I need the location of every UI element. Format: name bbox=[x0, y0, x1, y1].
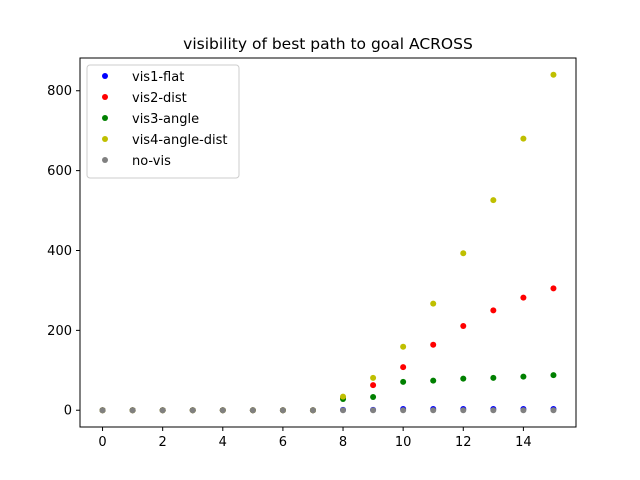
legend-item: vis2-dist bbox=[102, 91, 187, 106]
y-tick-label: 600 bbox=[47, 164, 72, 179]
data-point bbox=[400, 378, 407, 385]
axes: 0 2 4 6 8 10 12 14 0 200 400 600 800 bbox=[47, 57, 577, 450]
data-point bbox=[550, 71, 557, 78]
x-tick-label: 4 bbox=[219, 435, 227, 450]
series-no-vis bbox=[99, 407, 557, 414]
data-point bbox=[430, 300, 437, 307]
data-point bbox=[460, 250, 467, 257]
data-point bbox=[370, 394, 377, 401]
legend-item: vis1-flat bbox=[102, 70, 184, 85]
y-tick-label: 800 bbox=[47, 84, 72, 99]
data-point bbox=[430, 341, 437, 348]
data-point bbox=[490, 197, 497, 204]
chart-title: visibility of best path to goal ACROSS bbox=[183, 35, 473, 53]
data-point bbox=[520, 407, 527, 414]
legend-label: vis4-angle-dist bbox=[132, 133, 228, 148]
x-tick-label: 14 bbox=[515, 435, 532, 450]
data-point bbox=[550, 407, 557, 414]
x-tick-label: 8 bbox=[339, 435, 347, 450]
y-tick-label: 200 bbox=[47, 324, 72, 339]
legend-box bbox=[86, 64, 240, 179]
data-point bbox=[370, 407, 377, 414]
data-point bbox=[99, 407, 106, 414]
y-tick-label: 400 bbox=[47, 244, 72, 259]
legend-item: no-vis bbox=[102, 154, 171, 169]
data-point bbox=[189, 407, 196, 414]
data-point bbox=[550, 372, 557, 379]
data-point bbox=[520, 373, 527, 380]
legend-item: vis4-angle-dist bbox=[102, 133, 228, 148]
legend-item: vis3-angle bbox=[102, 112, 199, 127]
y-tick-label: 0 bbox=[64, 404, 72, 419]
legend-label: vis2-dist bbox=[132, 91, 187, 106]
data-point bbox=[460, 322, 467, 329]
data-point bbox=[520, 135, 527, 142]
data-point bbox=[370, 382, 377, 389]
data-point bbox=[159, 407, 166, 414]
data-point bbox=[219, 407, 226, 414]
x-tick-label: 6 bbox=[279, 435, 287, 450]
axes-frame bbox=[79, 57, 577, 428]
data-point bbox=[490, 407, 497, 414]
data-point bbox=[400, 343, 407, 350]
x-tick-label: 0 bbox=[98, 435, 106, 450]
data-point bbox=[520, 294, 527, 301]
data-points bbox=[99, 71, 557, 414]
data-point bbox=[340, 393, 347, 400]
data-point bbox=[279, 407, 286, 414]
legend-marker bbox=[102, 73, 108, 79]
legend-marker bbox=[102, 136, 108, 142]
x-tick-label: 2 bbox=[159, 435, 167, 450]
legend: vis1-flat vis2-dist vis3-angle vis4-angle-d… bbox=[86, 64, 240, 179]
x-tick-label: 10 bbox=[395, 435, 412, 450]
data-point bbox=[370, 374, 377, 381]
legend-marker bbox=[102, 94, 108, 100]
data-point bbox=[550, 285, 557, 292]
legend-label: vis1-flat bbox=[132, 70, 184, 85]
data-point bbox=[460, 407, 467, 414]
legend-label: vis3-angle bbox=[132, 112, 199, 127]
data-point bbox=[430, 377, 437, 384]
data-point bbox=[400, 407, 407, 414]
x-tick-label: 12 bbox=[455, 435, 472, 450]
data-point bbox=[129, 407, 136, 414]
data-point bbox=[309, 407, 316, 414]
legend-marker bbox=[102, 115, 108, 121]
data-point bbox=[430, 407, 437, 414]
data-point bbox=[490, 374, 497, 381]
legend-marker bbox=[102, 157, 108, 163]
legend-label: no-vis bbox=[132, 154, 171, 169]
data-point bbox=[490, 307, 497, 314]
data-point bbox=[400, 364, 407, 371]
data-point bbox=[340, 407, 347, 414]
data-point bbox=[460, 375, 467, 382]
data-point bbox=[249, 407, 256, 414]
